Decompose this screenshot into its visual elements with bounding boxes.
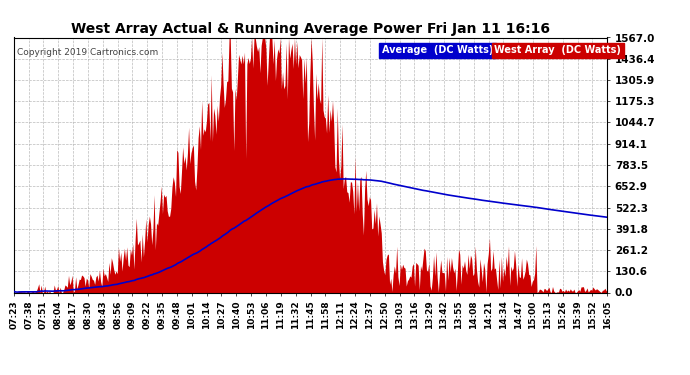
Text: Average  (DC Watts): Average (DC Watts) [382,45,493,55]
Text: West Array  (DC Watts): West Array (DC Watts) [495,45,621,55]
Text: Copyright 2019 Cartronics.com: Copyright 2019 Cartronics.com [17,48,158,57]
Title: West Array Actual & Running Average Power Fri Jan 11 16:16: West Array Actual & Running Average Powe… [71,22,550,36]
